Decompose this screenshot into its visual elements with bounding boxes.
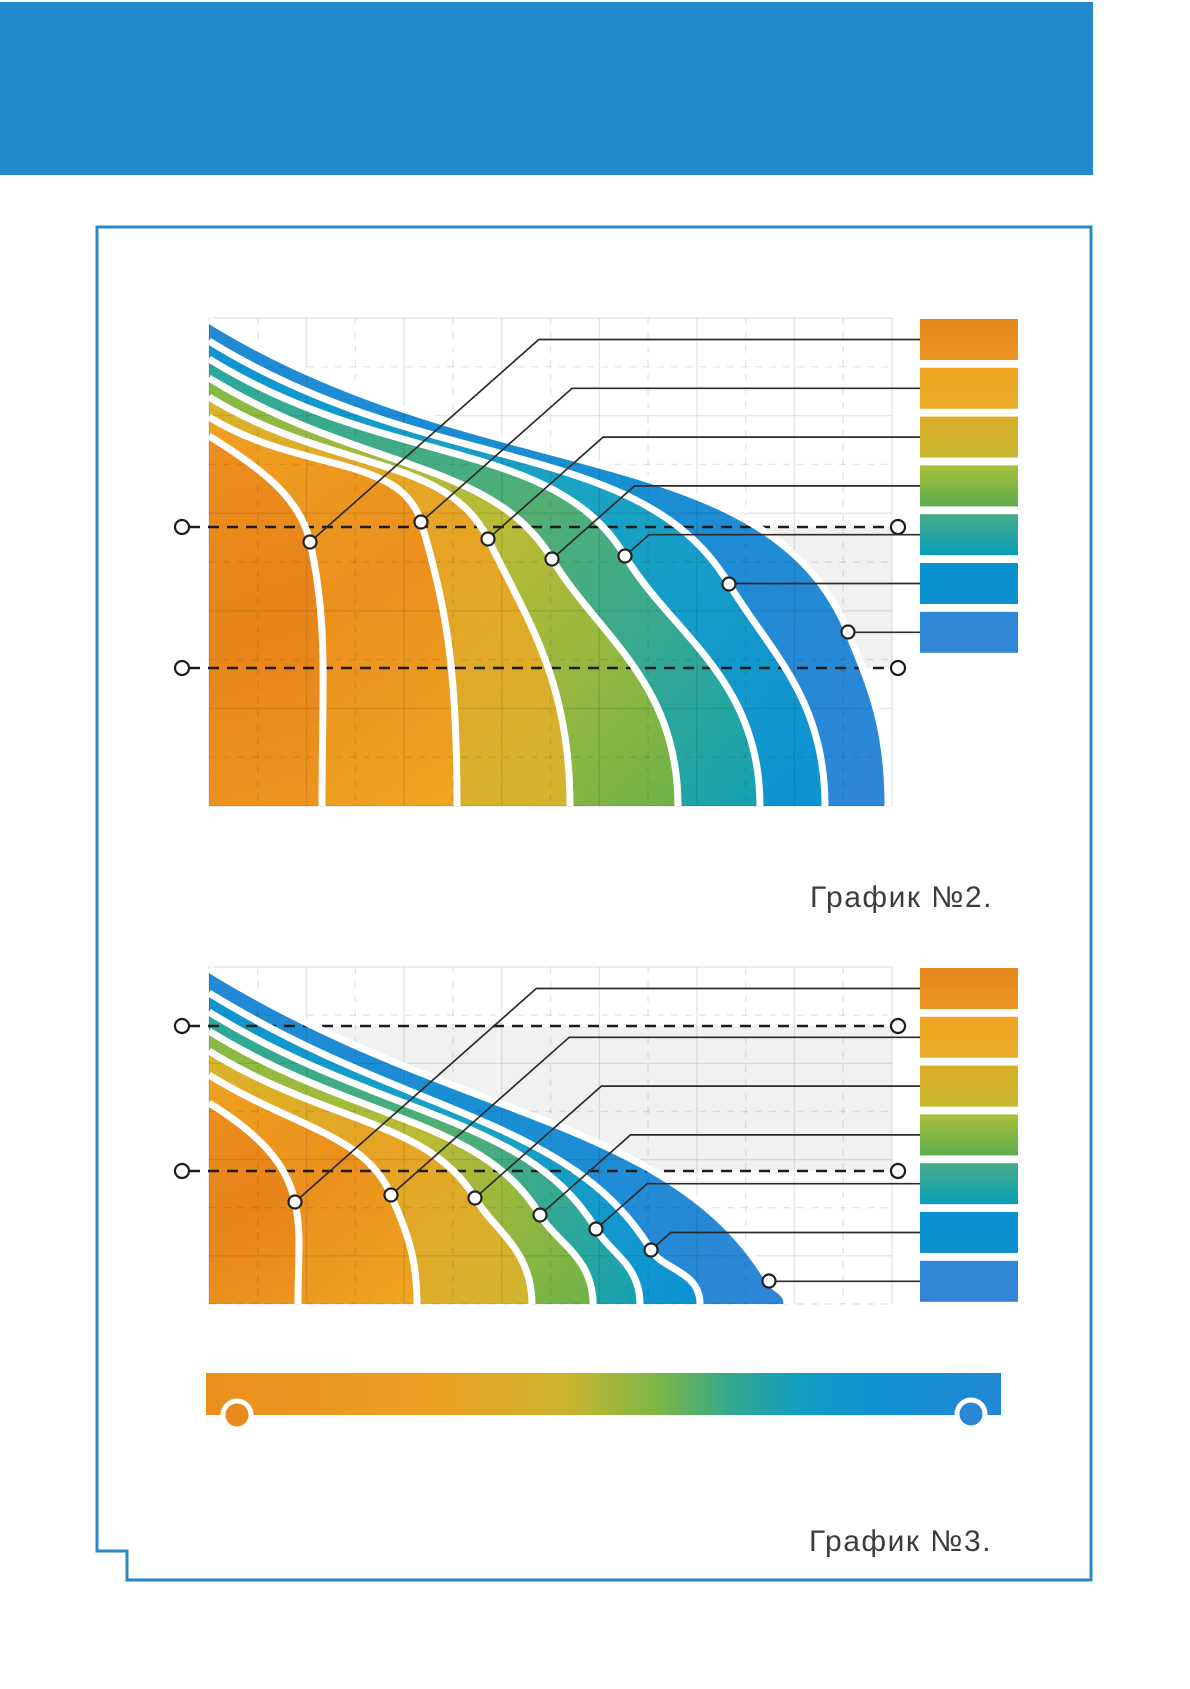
reference-endpoint-left (173, 518, 191, 536)
legend-swatch (920, 1163, 1018, 1205)
fan-curve (207, 1048, 536, 1305)
legend-swatch (920, 563, 1018, 604)
curve-marker (467, 1190, 483, 1206)
curve-marker (721, 576, 737, 592)
grid (208, 317, 893, 807)
legend-callout-line (294, 987, 920, 1203)
fan-curve (207, 966, 791, 1305)
curve-marker (761, 1273, 777, 1289)
legend-callout-line (390, 1036, 920, 1196)
legend-swatch (920, 1260, 1018, 1302)
fan-curve (207, 317, 892, 807)
fan-curve (207, 1009, 644, 1305)
curve-marker (588, 1221, 604, 1237)
curve-marker (480, 531, 496, 547)
reference-endpoint-right (889, 659, 907, 677)
fan-band (209, 1103, 300, 1304)
curve-marker (840, 624, 856, 640)
fan-curve (207, 1028, 597, 1305)
legend-swatch (920, 1065, 1018, 1107)
scale-knob-right (954, 1397, 988, 1431)
fan-chart-1 (173, 317, 1018, 807)
curve-marker (532, 1207, 548, 1223)
curve-marker (413, 514, 429, 530)
legend-swatch (920, 1114, 1018, 1156)
legend-callout-line (551, 485, 920, 560)
reference-endpoint-left (173, 1162, 191, 1180)
legend-swatch (920, 611, 1018, 653)
chart2-caption: График №3. (808, 1525, 992, 1558)
fan-curve (207, 990, 704, 1305)
header-bar (0, 2, 1093, 175)
reference-endpoint-left (173, 659, 191, 677)
content-frame-border (95, 225, 1093, 1582)
reference-endpoint-right (889, 1017, 907, 1035)
gradient-scale-bar (206, 1373, 1001, 1415)
fan-chart-2 (173, 966, 1018, 1305)
curve-marker (287, 1194, 303, 1210)
legend-swatch (920, 416, 1018, 458)
legend-callout-line (650, 1231, 920, 1251)
legend-swatch (920, 319, 1018, 360)
legend-swatch (920, 968, 1018, 1009)
legend-callout-line (309, 338, 920, 543)
scale-knob-left (220, 1398, 254, 1432)
legend-callout-line (539, 1134, 920, 1216)
legend-callout-line (595, 1182, 920, 1230)
legend-swatch (920, 514, 1018, 556)
legend-callout-line (487, 436, 920, 540)
chart1-caption: График №2. (809, 881, 993, 914)
curve-marker (617, 548, 633, 564)
curve-marker (643, 1242, 659, 1258)
legend-swatch (920, 465, 1018, 507)
legend-swatch (920, 1016, 1018, 1058)
legend-swatch (920, 367, 1018, 409)
fan-curve (207, 356, 764, 807)
reference-endpoint-left (173, 1017, 191, 1035)
curve-marker (544, 551, 560, 567)
curve-marker (302, 534, 318, 550)
fan-band (209, 436, 324, 806)
reference-endpoint-right (889, 518, 907, 536)
legend-swatch (920, 1212, 1018, 1253)
curve-marker (383, 1187, 399, 1203)
legend-callout-line (624, 533, 920, 557)
fan-curve (207, 1072, 421, 1305)
reference-endpoint-right (889, 1162, 907, 1180)
legend-callout-line (474, 1085, 920, 1199)
fan-curve (207, 433, 327, 807)
fan-curve (207, 375, 682, 807)
legend-callout-line (420, 387, 920, 523)
